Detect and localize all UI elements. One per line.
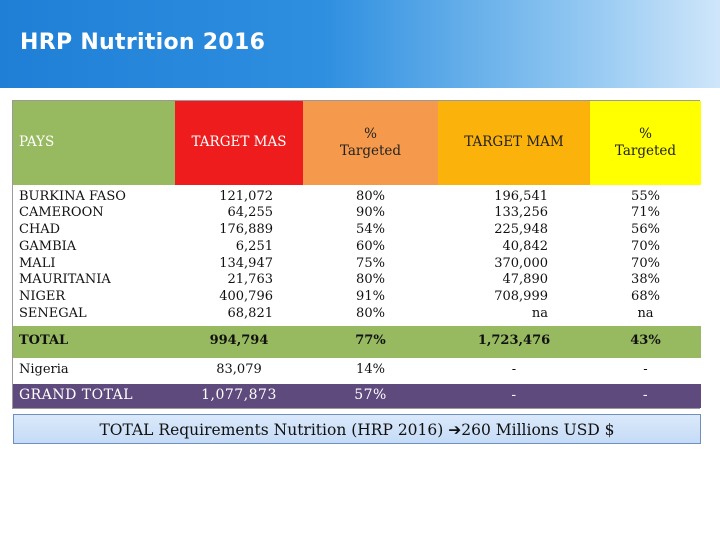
target-mam-value: 225,948 xyxy=(494,222,548,238)
pct-mas-value: 60% xyxy=(356,238,385,254)
nigeria-pct-mas: 14% xyxy=(303,357,438,384)
pct-mas-value: 75% xyxy=(356,255,385,271)
pct-mam-value: 70% xyxy=(631,238,660,254)
grand-total-pct-mam: - xyxy=(590,383,701,408)
grand-total-target-mas: 1,077,873 xyxy=(175,383,303,408)
total-pct-mas: 77% xyxy=(303,325,438,358)
grand-total-pct-mas: 57% xyxy=(303,383,438,408)
country-rows: BURKINA FASO CAMEROON CHAD GAMBIA MALI M… xyxy=(13,184,701,326)
country-name: SENEGAL xyxy=(19,306,87,322)
total-target-mam: 1,723,476 xyxy=(438,325,590,358)
table-header-row: PAYS TARGET MAS % Targeted TARGET MAM % … xyxy=(13,101,701,185)
pct-mas-value: 80% xyxy=(356,188,385,204)
country-name: BURKINA FASO xyxy=(19,188,126,204)
pct-mam-value: 71% xyxy=(631,205,660,221)
target-mam-value: 370,000 xyxy=(494,255,548,271)
nigeria-row: Nigeria 83,079 14% - - xyxy=(13,357,701,384)
country-target-mas-values: 121,072 64,255 176,889 6,251 134,947 21,… xyxy=(175,184,303,326)
pct-mam-value: 56% xyxy=(631,222,660,238)
header-target-mam: TARGET MAM xyxy=(438,101,590,185)
header-target-mas: TARGET MAS xyxy=(175,101,303,185)
nigeria-label: Nigeria xyxy=(13,357,175,384)
header-pct-mas-label: Targeted xyxy=(339,142,402,159)
total-row: TOTAL 994,794 77% 1,723,476 43% xyxy=(13,325,701,358)
grand-total-label: GRAND TOTAL xyxy=(13,383,175,408)
header-pct-mam-label: Targeted xyxy=(614,142,677,159)
pct-mas-value: 91% xyxy=(356,289,385,305)
pct-mam-value: 70% xyxy=(631,255,660,271)
target-mas-value: 400,796 xyxy=(219,289,273,305)
country-pct-mam-values: 55% 71% 56% 70% 70% 38% 68% na xyxy=(590,184,701,326)
pct-mam-value: 55% xyxy=(631,188,660,204)
nutrition-table: PAYS TARGET MAS % Targeted TARGET MAM % … xyxy=(12,100,701,409)
pct-mam-value: na xyxy=(637,306,654,322)
total-pct-mam: 43% xyxy=(590,325,701,358)
grand-total-target-mam: - xyxy=(438,383,590,408)
header-pct-mam: % Targeted xyxy=(590,101,701,185)
country-name: CAMEROON xyxy=(19,205,104,221)
target-mam-value: 47,890 xyxy=(502,272,549,288)
country-name: MAURITANIA xyxy=(19,272,111,288)
nigeria-pct-mam: - xyxy=(590,357,701,384)
country-pct-mas-values: 80% 90% 54% 60% 75% 80% 91% 80% xyxy=(303,184,438,326)
header-pays: PAYS xyxy=(13,101,175,185)
country-target-mam-values: 196,541 133,256 225,948 40,842 370,000 4… xyxy=(438,184,590,326)
total-target-mas: 994,794 xyxy=(175,325,303,358)
country-name: CHAD xyxy=(19,222,61,238)
target-mam-value: na xyxy=(531,306,548,322)
nigeria-target-mam: - xyxy=(438,357,590,384)
target-mas-value: 64,255 xyxy=(227,205,274,221)
pct-mas-value: 80% xyxy=(356,306,385,322)
target-mam-value: 708,999 xyxy=(494,289,548,305)
country-name: NIGER xyxy=(19,289,66,305)
target-mas-value: 68,821 xyxy=(227,306,274,322)
header-pct-mas: % Targeted xyxy=(303,101,438,185)
header-pct-mas-symbol: % xyxy=(364,125,377,142)
country-names: BURKINA FASO CAMEROON CHAD GAMBIA MALI M… xyxy=(13,184,175,326)
nigeria-target-mas: 83,079 xyxy=(175,357,303,384)
grand-total-row: GRAND TOTAL 1,077,873 57% - - xyxy=(13,383,701,408)
pct-mas-value: 80% xyxy=(356,272,385,288)
target-mam-value: 133,256 xyxy=(494,205,548,221)
target-mas-value: 6,251 xyxy=(235,238,273,254)
title-banner: HRP Nutrition 2016 xyxy=(0,0,720,88)
country-name: GAMBIA xyxy=(19,238,77,254)
target-mas-value: 134,947 xyxy=(219,255,273,271)
note-text: TOTAL Requirements Nutrition (HRP 2016) xyxy=(99,421,449,439)
total-label: TOTAL xyxy=(13,325,175,358)
pct-mas-value: 54% xyxy=(356,222,385,238)
pct-mam-value: 38% xyxy=(631,272,660,288)
slide-title: HRP Nutrition 2016 xyxy=(20,30,266,55)
header-pct-mam-symbol: % xyxy=(639,125,652,142)
target-mas-value: 121,072 xyxy=(219,188,273,204)
target-mas-value: 21,763 xyxy=(227,272,274,288)
target-mam-value: 40,842 xyxy=(502,238,549,254)
note-amount: 260 Millions USD $ xyxy=(461,421,615,439)
right-arrow-icon: ➔ xyxy=(448,421,462,439)
pct-mam-value: 68% xyxy=(631,289,660,305)
target-mam-value: 196,541 xyxy=(494,188,548,204)
pct-mas-value: 90% xyxy=(356,205,385,221)
total-requirements-note: TOTAL Requirements Nutrition (HRP 2016) … xyxy=(13,414,701,444)
target-mas-value: 176,889 xyxy=(219,222,273,238)
country-name: MALI xyxy=(19,255,56,271)
